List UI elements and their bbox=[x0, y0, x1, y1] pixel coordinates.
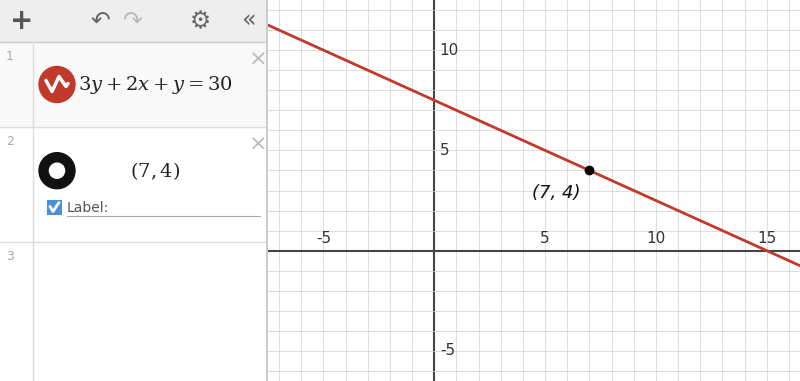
Bar bbox=[0, 0, 268, 42]
Text: ×: × bbox=[249, 50, 267, 70]
Text: 2: 2 bbox=[6, 135, 14, 148]
Text: 1: 1 bbox=[6, 50, 14, 63]
Text: -5: -5 bbox=[316, 231, 331, 246]
Text: 15: 15 bbox=[757, 231, 776, 246]
Text: $(7,4)$: $(7,4)$ bbox=[130, 160, 180, 182]
FancyBboxPatch shape bbox=[48, 201, 61, 214]
Text: «: « bbox=[241, 9, 255, 33]
Text: ×: × bbox=[249, 135, 267, 155]
Circle shape bbox=[50, 163, 65, 178]
Text: $3y + 2x + y = 30$: $3y + 2x + y = 30$ bbox=[78, 74, 232, 96]
Text: -5: -5 bbox=[440, 343, 455, 359]
Text: 10: 10 bbox=[440, 43, 459, 58]
Text: ⚙: ⚙ bbox=[190, 9, 210, 33]
Circle shape bbox=[39, 67, 75, 102]
Text: 5: 5 bbox=[540, 231, 550, 246]
Bar bbox=[0, 42, 268, 127]
Text: Label:: Label: bbox=[67, 200, 110, 215]
Text: ↶: ↶ bbox=[90, 9, 110, 33]
Text: +: + bbox=[10, 7, 34, 35]
Text: (7, 4): (7, 4) bbox=[532, 184, 581, 202]
Text: ↷: ↷ bbox=[122, 9, 142, 33]
Text: 3: 3 bbox=[6, 250, 14, 263]
Text: 10: 10 bbox=[646, 231, 666, 246]
Circle shape bbox=[39, 153, 75, 189]
Text: 5: 5 bbox=[440, 143, 450, 158]
